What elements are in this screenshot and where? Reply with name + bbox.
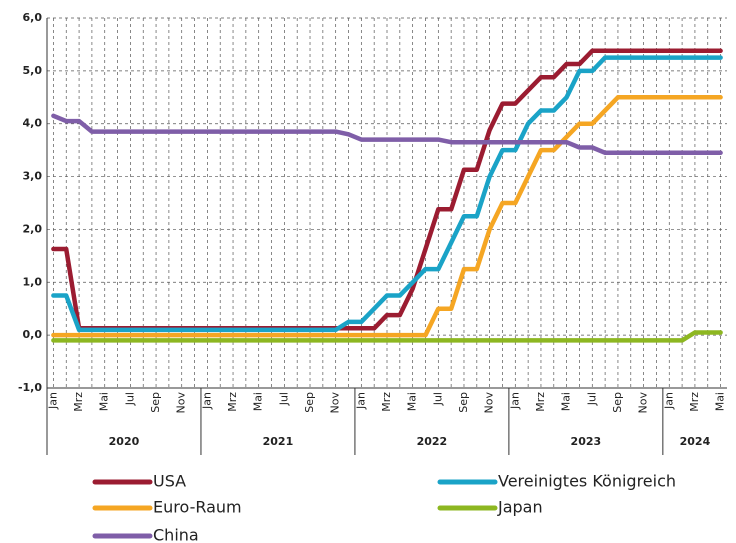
x-tick-label: Mai (252, 392, 265, 411)
x-tick-label: Nov (483, 392, 496, 414)
x-tick-label: Mrz (226, 392, 239, 412)
x-tick-label: Mai (560, 392, 573, 411)
y-tick-label: 1,0 (23, 275, 43, 288)
legend-label: USA (153, 472, 186, 491)
series-line (51, 113, 723, 156)
x-tick-label: Jan (354, 392, 367, 410)
x-tick-label: Sep (457, 392, 470, 413)
x-tick-label: Jul (277, 392, 290, 406)
x-tick-label: Mai (98, 392, 111, 411)
x-tick-label: Nov (329, 392, 342, 414)
x-tick-label: Jul (585, 392, 598, 406)
x-tick-label: Nov (175, 392, 188, 414)
series-line (51, 95, 723, 338)
series-line (51, 55, 723, 333)
legend-label: Euro-Raum (153, 498, 242, 517)
y-tick-label: 4,0 (23, 117, 43, 130)
x-tick-label: Jan (662, 392, 675, 410)
x-tick-label: Mrz (380, 392, 393, 412)
x-tick-label: Sep (303, 392, 316, 413)
x-tick-label: Mrz (534, 392, 547, 412)
x-tick-label: Mrz (688, 392, 701, 412)
year-label: 2020 (109, 435, 140, 448)
x-tick-label: Jul (431, 392, 444, 406)
y-tick-label: 6,0 (23, 11, 43, 24)
x-tick-label: Mai (406, 392, 419, 411)
x-tick-label: Nov (637, 392, 650, 414)
y-tick-label: 5,0 (23, 64, 43, 77)
x-tick-label: Jul (123, 392, 136, 406)
x-tick-label: Jan (46, 392, 59, 410)
series-line (51, 330, 723, 343)
legend-label: China (153, 526, 199, 543)
x-tick-label: Sep (611, 392, 624, 413)
year-label: 2024 (680, 435, 711, 448)
y-tick-label: -1,0 (18, 381, 42, 394)
x-tick-label: Mrz (72, 392, 85, 412)
year-label: 2021 (263, 435, 294, 448)
legend-label: Japan (497, 498, 543, 517)
y-tick-label: 3,0 (23, 170, 43, 183)
x-tick-label: Jan (200, 392, 213, 410)
x-tick-label: Sep (149, 392, 162, 413)
year-label: 2023 (571, 435, 602, 448)
y-tick-label: 0,0 (23, 328, 43, 341)
x-tick-label: Mai (714, 392, 727, 411)
y-tick-label: 2,0 (23, 222, 43, 235)
legend-label: Vereinigtes Königreich (498, 472, 676, 491)
year-label: 2022 (417, 435, 448, 448)
x-tick-label: Jan (508, 392, 521, 410)
